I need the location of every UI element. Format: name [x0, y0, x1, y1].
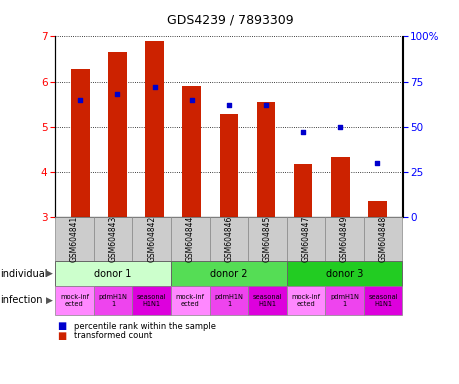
Bar [108, 52, 126, 217]
Text: seasonal
H1N1: seasonal H1N1 [252, 294, 282, 307]
Text: pdmH1N
1: pdmH1N 1 [330, 294, 358, 307]
Text: GSM604848: GSM604848 [378, 216, 387, 262]
Text: GSM604842: GSM604842 [147, 216, 156, 262]
Text: GSM604843: GSM604843 [108, 216, 118, 262]
Text: individual: individual [0, 268, 47, 279]
Bar [145, 41, 163, 217]
Text: mock-inf
ected: mock-inf ected [60, 294, 89, 307]
Bar [256, 102, 274, 217]
Bar [182, 86, 201, 217]
Text: ■: ■ [57, 331, 67, 341]
Text: mock-inf
ected: mock-inf ected [175, 294, 204, 307]
Bar [219, 114, 238, 217]
Bar [367, 201, 386, 217]
Bar [330, 157, 349, 217]
Point [336, 124, 343, 130]
Text: GSM604841: GSM604841 [70, 216, 79, 262]
Text: ■: ■ [57, 321, 67, 331]
Text: GSM604847: GSM604847 [301, 216, 310, 262]
Text: transformed count: transformed count [73, 331, 151, 341]
Point [77, 97, 84, 103]
Text: GSM604845: GSM604845 [263, 216, 271, 262]
Bar [293, 164, 312, 217]
Text: percentile rank within the sample: percentile rank within the sample [73, 322, 215, 331]
Text: GSM604844: GSM604844 [185, 216, 194, 262]
Point [188, 97, 195, 103]
Point [373, 160, 380, 166]
Text: seasonal
H1N1: seasonal H1N1 [368, 294, 397, 307]
Text: seasonal
H1N1: seasonal H1N1 [137, 294, 166, 307]
Text: ▶: ▶ [46, 269, 53, 278]
Point [299, 129, 306, 135]
Text: donor 3: donor 3 [325, 268, 363, 279]
Text: GDS4239 / 7893309: GDS4239 / 7893309 [166, 13, 293, 26]
Point [151, 84, 158, 90]
Text: GSM604849: GSM604849 [339, 216, 348, 262]
Text: donor 1: donor 1 [94, 268, 131, 279]
Text: donor 2: donor 2 [210, 268, 247, 279]
Point [113, 91, 121, 97]
Text: GSM604846: GSM604846 [224, 216, 233, 262]
Text: ▶: ▶ [46, 296, 53, 305]
Point [225, 102, 232, 108]
Point [262, 102, 269, 108]
Text: pdmH1N
1: pdmH1N 1 [214, 294, 243, 307]
Text: pdmH1N
1: pdmH1N 1 [98, 294, 127, 307]
Text: infection: infection [0, 295, 42, 306]
Text: mock-inf
ected: mock-inf ected [291, 294, 320, 307]
Bar [71, 69, 90, 217]
